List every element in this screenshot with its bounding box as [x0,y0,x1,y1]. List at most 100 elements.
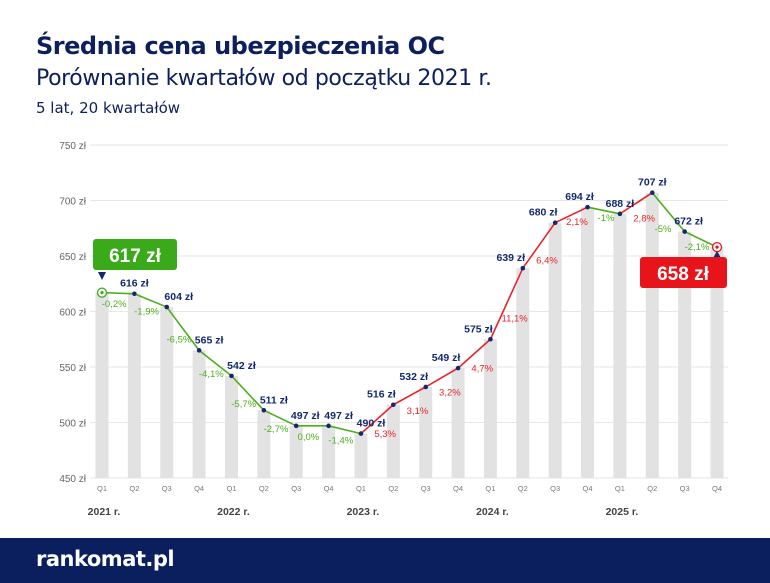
x-tick-label: Q4 [583,484,593,493]
year-label: 2023 r. [347,506,380,518]
bar [95,292,109,478]
data-point [358,431,364,436]
bar [645,192,659,479]
x-tick-label: Q1 [485,484,495,493]
change-label: -2,7% [264,424,289,435]
change-label: 2,1% [566,217,588,228]
series-line-segment [392,386,427,406]
page-subtitle: Porównanie kwartałów od początku 2021 r. [36,66,492,91]
y-tick-label: 450 zł [59,474,86,485]
x-tick-label: Q2 [129,484,139,493]
data-point [293,423,299,429]
series-line-segment [328,425,362,435]
bar [710,247,724,478]
end-point-dot [715,245,719,249]
change-label: -6,5% [167,335,192,346]
value-label: 542 zł [227,360,256,372]
end-callout-value: 658 zł [657,264,709,285]
change-label: 3,2% [439,388,461,399]
change-label: -5,7% [231,399,256,410]
bar [419,386,433,478]
end-callout-arrow [713,251,722,258]
bar [192,350,206,478]
bar [224,375,238,478]
value-label: 639 zł [497,252,526,264]
change-label: -4,1% [199,369,224,380]
data-point [326,423,331,429]
x-tick-label: Q2 [647,484,657,493]
value-label: 565 zł [195,334,224,346]
bar [257,410,271,478]
rankomat-logo: rankomat.pl [36,547,175,571]
y-tick-label: 650 zł [59,252,86,263]
start-callout-value: 617 zł [109,246,161,267]
x-tick-label: Q3 [421,484,431,493]
data-point [552,220,558,225]
bar [322,425,336,478]
value-label: 497 zł [324,410,353,422]
value-label: 616 zł [120,278,149,290]
year-label: 2024 r. [476,506,509,518]
series-line-segment [198,349,232,377]
data-point [649,190,655,196]
series-line-segment [651,192,686,233]
price-chart: 450 zł 500 zł 550 zł 600 zł 650 zł 700 zł 750 … [59,141,728,518]
data-point [391,402,396,408]
x-tick-label: Q2 [259,484,269,493]
change-label: 2,8% [633,213,655,224]
data-point [132,291,137,297]
x-tick-label: Q2 [518,484,528,493]
change-label: -2,1% [685,242,710,253]
change-label: 3,1% [407,406,429,417]
change-label: -5% [655,224,672,235]
series-line-segment [684,230,718,248]
x-tick-label: Q3 [550,484,560,493]
x-tick-label: Q4 [194,484,204,493]
bar [516,268,530,478]
change-label: -1,9% [134,306,159,317]
period-note: 5 lat, 20 kwartałów [36,99,181,117]
change-label: 4,7% [471,364,493,375]
x-tick-label: Q3 [162,484,172,493]
bar [289,425,303,478]
year-label: 2021 r. [88,506,121,518]
data-point [229,373,234,379]
x-tick-label: Q4 [453,484,463,493]
bar [127,293,141,478]
y-tick-label: 600 zł [59,308,86,319]
series-line-segment [230,375,265,411]
change-label: 5,3% [374,429,396,440]
value-label: 680 zł [529,207,558,219]
series-line-segment [587,206,621,215]
change-label: 6,4% [536,255,558,266]
value-label: 549 zł [432,352,461,364]
bar [548,222,562,478]
x-tick-label: Q1 [356,484,366,493]
series-line-segment [522,222,556,269]
series-line-segment [166,306,200,351]
x-tick-label: Q2 [388,484,398,493]
x-tick-label: Q4 [712,484,722,493]
y-tick-label: 550 zł [59,363,86,374]
bar [451,368,465,478]
x-tick-label: Q3 [680,484,690,493]
data-point [455,365,461,371]
start-point-dot [100,291,104,295]
year-label: 2022 r. [217,506,250,518]
start-callout-arrow [98,272,106,280]
bar [678,231,692,478]
value-label: 511 zł [260,394,288,406]
series-line-segment [101,291,135,295]
series-line-segment [457,338,491,369]
series-line-segment [263,409,297,427]
series-line-segment [425,367,459,388]
value-label: 490 zł [357,418,386,430]
x-tick-label: Q1 [226,484,236,493]
bar [354,433,368,478]
bar [386,404,400,478]
start-callout-box [93,239,177,270]
change-label: 11,1% [502,314,529,325]
change-label: -1,4% [328,436,353,447]
change-label: -0,2% [102,299,127,310]
value-label: 604 zł [164,291,193,303]
